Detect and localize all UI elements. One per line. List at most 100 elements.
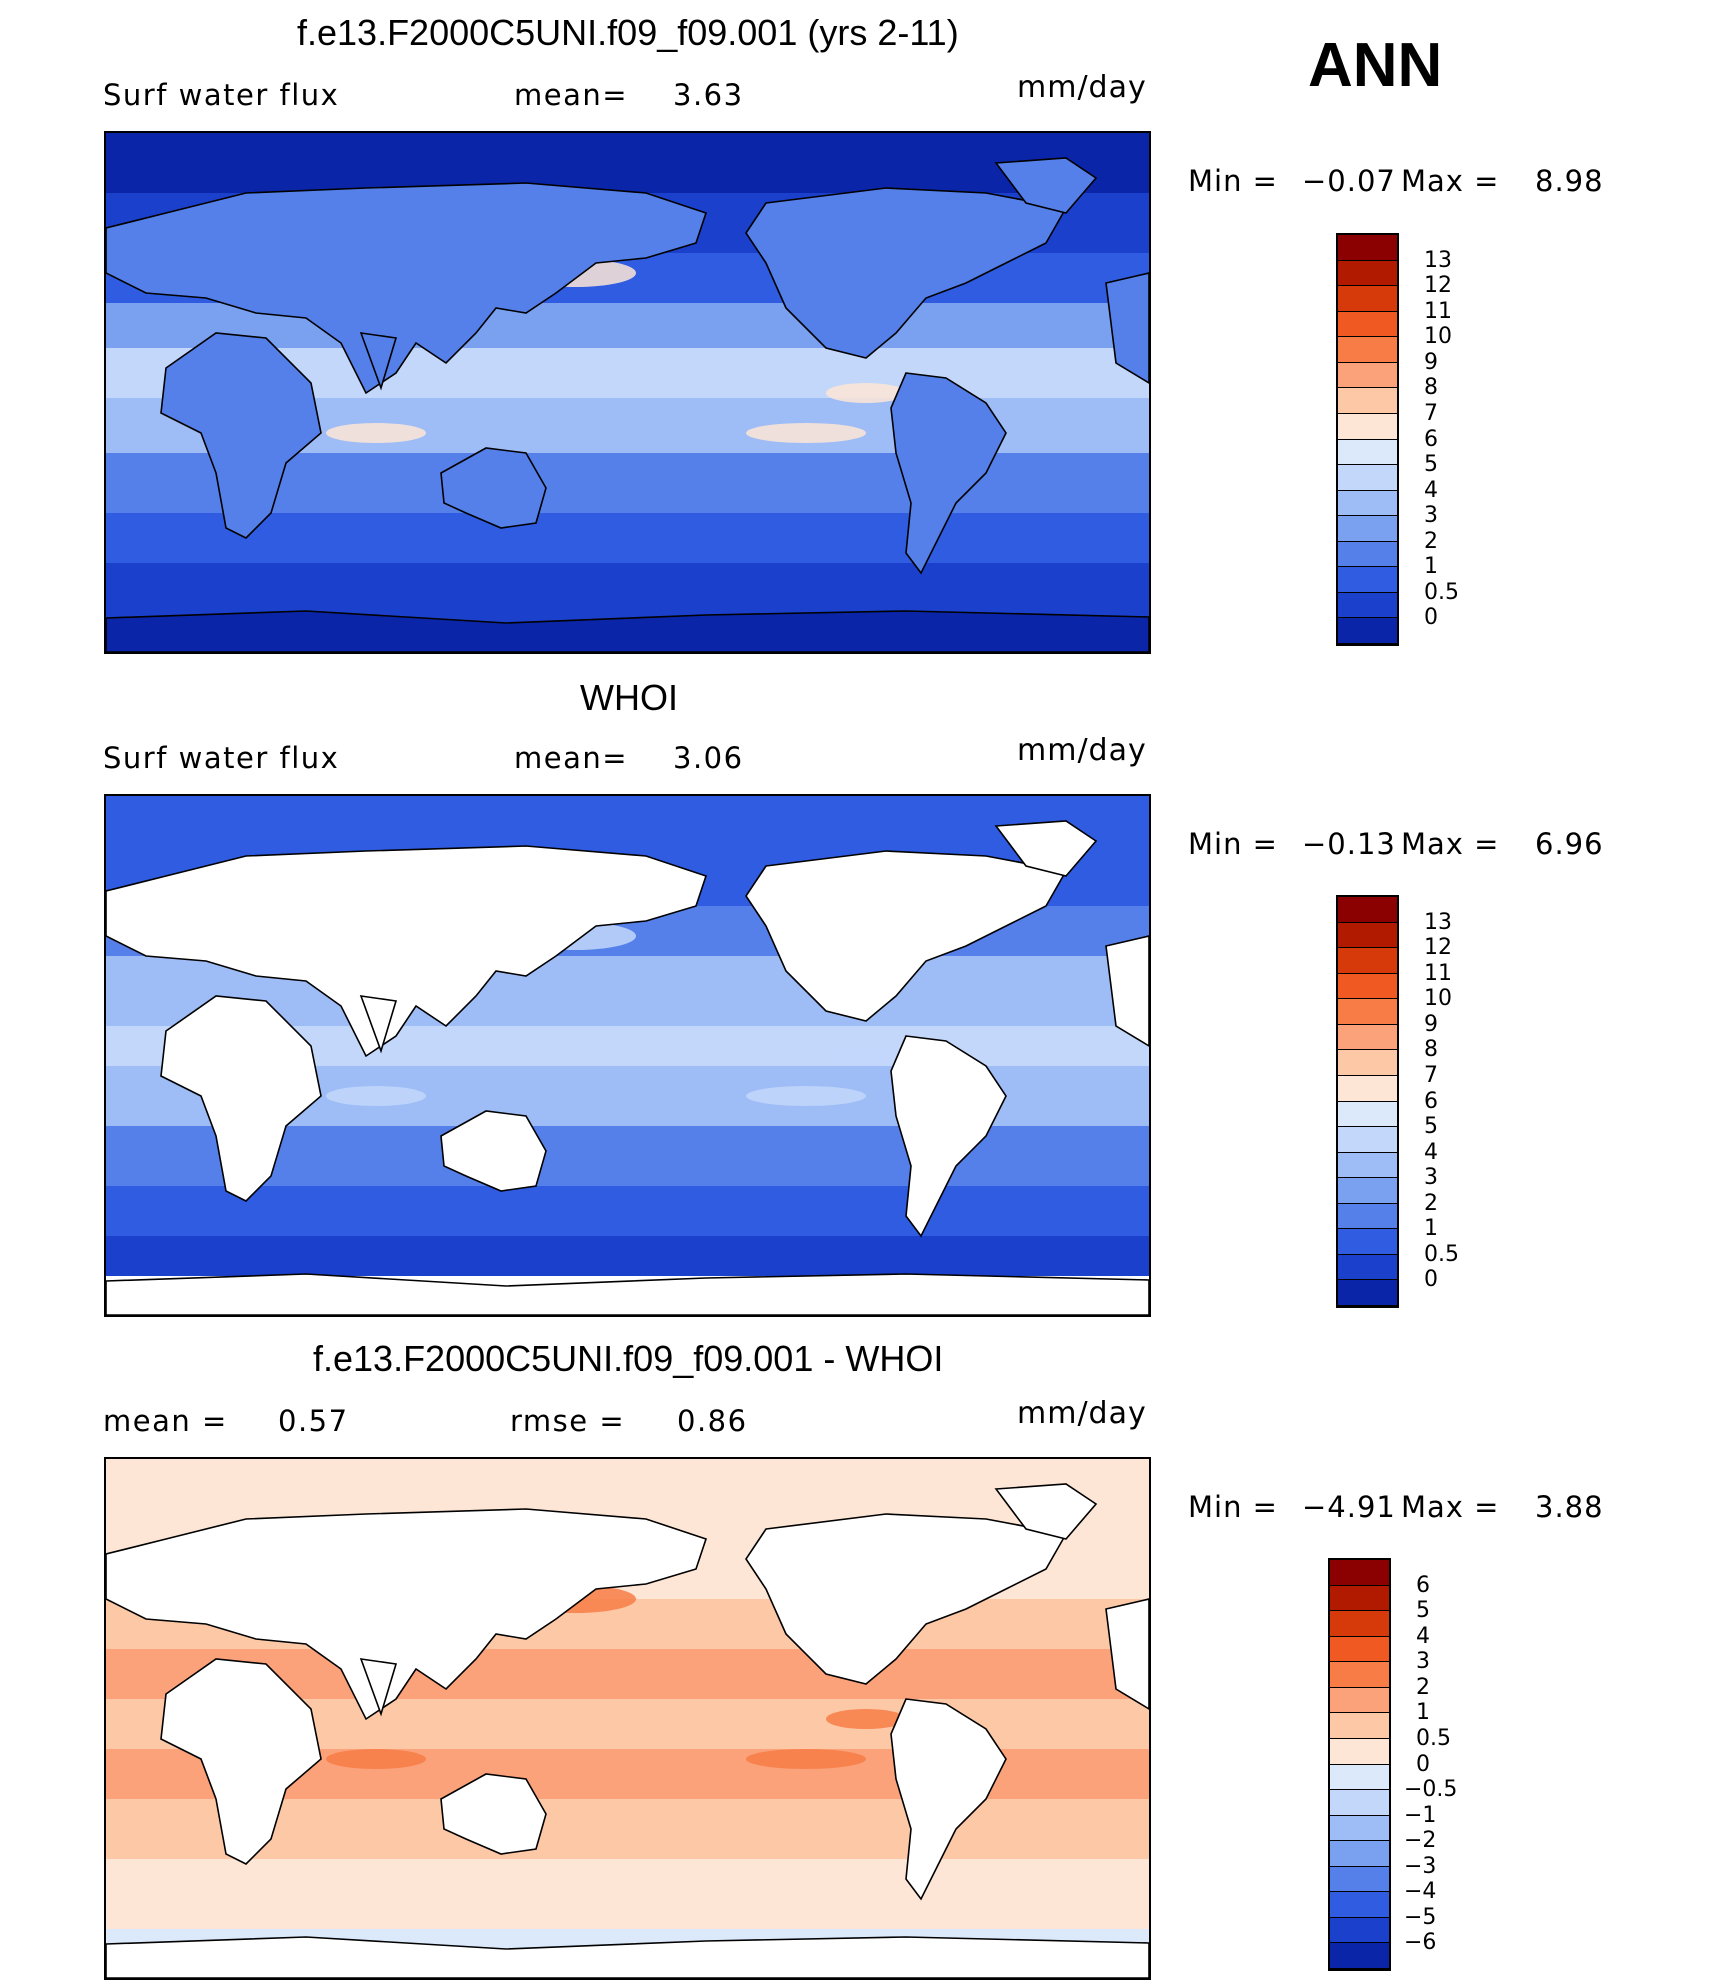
colorbar-tick-label: 6: [1424, 426, 1438, 452]
antarctica-outline: [106, 1273, 1149, 1315]
colorbar-tick-label: 2: [1424, 1190, 1438, 1216]
colorbar-swatch: [1338, 999, 1397, 1025]
panel-3-max-label: Max =: [1401, 1490, 1500, 1524]
colorbar-swatch: [1338, 1101, 1397, 1128]
colorbar-tick-label: 1: [1416, 1700, 1430, 1726]
colorbar-swatch: [1338, 1254, 1397, 1281]
panel-1-min-label: Min =: [1188, 164, 1278, 198]
panel-2-min-label: Min =: [1188, 827, 1278, 861]
colorbar-swatch: [1338, 1127, 1397, 1153]
continent-outline: [106, 182, 708, 395]
colorbar-tick-label: 2: [1416, 1674, 1430, 1700]
panel-3-title: f.e13.F2000C5UNI.f09_f09.001 - WHOI: [313, 1338, 944, 1379]
colorbar-tick-label: 11: [1424, 298, 1452, 324]
colorbar-swatch: [1338, 1024, 1397, 1051]
colorbar-swatch: [1330, 1815, 1389, 1842]
colorbar-tick-label: −3: [1404, 1853, 1437, 1879]
continent-outline: [160, 995, 322, 1202]
panel-2-max-value: 6.96: [1535, 827, 1604, 861]
panel-3-rmse-value: 0.86: [677, 1404, 748, 1438]
colorbar-tick-label: 5: [1416, 1598, 1430, 1624]
colorbar-tick-label: 9: [1424, 1011, 1438, 1037]
panel-1-max-value: 8.98: [1535, 164, 1604, 198]
contour-blob: [746, 1086, 866, 1106]
colorbar-tick-label: −5: [1404, 1904, 1437, 1930]
contour-blob: [826, 383, 906, 403]
continent-outline: [440, 1773, 547, 1855]
contour-band: [106, 1859, 1149, 1929]
continent-outline: [994, 157, 1098, 214]
continent-outline: [106, 1508, 708, 1721]
contour-band: [106, 133, 1149, 193]
colorbar-swatch: [1330, 1866, 1389, 1893]
panel-2-units: mm/day: [1017, 733, 1147, 768]
colorbar-tick-label: 3: [1416, 1649, 1430, 1675]
colorbar-tick-label: 0: [1416, 1751, 1430, 1777]
contour-blob: [746, 423, 866, 443]
continent-outline: [1105, 935, 1149, 1047]
continent-outline: [106, 845, 708, 1058]
panel-3-min-label: Min =: [1188, 1490, 1278, 1524]
colorbar-swatch: [1330, 1611, 1389, 1637]
colorbar-swatch: [1338, 973, 1397, 1000]
colorbar-swatch: [1330, 1636, 1389, 1663]
colorbar-swatch: [1338, 1229, 1397, 1255]
panel-2-title: WHOI: [580, 677, 678, 718]
colorbar-tick-label: 12: [1424, 273, 1452, 299]
colorbar-tick-label: 6: [1424, 1088, 1438, 1114]
colorbar-swatch: [1338, 618, 1397, 644]
panel-3-max-value: 3.88: [1535, 1490, 1604, 1524]
colorbar-tick-label: 4: [1416, 1623, 1430, 1649]
panel-1-min-value: −0.07: [1302, 164, 1396, 198]
panel-2-max-label: Max =: [1401, 827, 1500, 861]
colorbar-tick-label: 7: [1424, 400, 1438, 426]
colorbar-tick-label: 10: [1424, 324, 1452, 350]
panel-1-units: mm/day: [1017, 70, 1147, 105]
colorbar-swatch: [1338, 1075, 1397, 1102]
continent-outline: [890, 372, 1007, 575]
antarctica-outline: [106, 610, 1149, 652]
colorbar-swatch: [1338, 311, 1397, 338]
continent-outline: [890, 1698, 1007, 1901]
colorbar-swatch: [1338, 1152, 1397, 1179]
colorbar-tick-label: 3: [1424, 503, 1438, 529]
colorbar-tick-label: 3: [1424, 1165, 1438, 1191]
continent-outline: [890, 1035, 1007, 1238]
colorbar-swatch: [1338, 1178, 1397, 1204]
continent-outline: [160, 1658, 322, 1865]
panel-2-map: [104, 794, 1151, 1317]
colorbar-swatch: [1338, 286, 1397, 312]
colorbar-swatch: [1338, 1280, 1397, 1306]
panel-1-map: [104, 131, 1151, 654]
panel-1-max-label: Max =: [1401, 164, 1500, 198]
continent-outline: [994, 820, 1098, 877]
colorbar-tick-label: 0.5: [1424, 1241, 1459, 1267]
panel-1-mean-value: 3.63: [673, 78, 744, 112]
colorbar-tick-label: −2: [1404, 1828, 1437, 1854]
colorbar-tick-label: 4: [1424, 477, 1438, 503]
colorbar-tick-label: 10: [1424, 986, 1452, 1012]
colorbar-tick-label: −1: [1404, 1802, 1437, 1828]
colorbar-swatch: [1338, 1050, 1397, 1076]
contour-blob: [826, 1709, 906, 1729]
continent-outline: [359, 1658, 398, 1717]
colorbar-swatch: [1330, 1713, 1389, 1739]
colorbar-tick-label: 1: [1424, 554, 1438, 580]
continent-outline: [440, 447, 547, 529]
colorbar-swatch: [1338, 388, 1397, 414]
continent-outline: [160, 332, 322, 539]
season-label: ANN: [1308, 31, 1443, 100]
colorbar-swatch: [1338, 922, 1397, 949]
colorbar-swatch: [1330, 1943, 1389, 1969]
colorbar-swatch: [1338, 948, 1397, 974]
panel-3-units: mm/day: [1017, 1396, 1147, 1431]
colorbar-swatch: [1338, 413, 1397, 440]
continent-outline: [359, 332, 398, 391]
colorbar-tick-label: 8: [1424, 375, 1438, 401]
colorbar-tick-label: 9: [1424, 349, 1438, 375]
colorbar-tick-label: 13: [1424, 909, 1452, 935]
colorbar-swatch: [1330, 1687, 1389, 1714]
continent-outline: [1105, 1598, 1149, 1710]
panel-3-mean-label: mean =: [103, 1404, 228, 1438]
contour-blob: [326, 1086, 426, 1106]
